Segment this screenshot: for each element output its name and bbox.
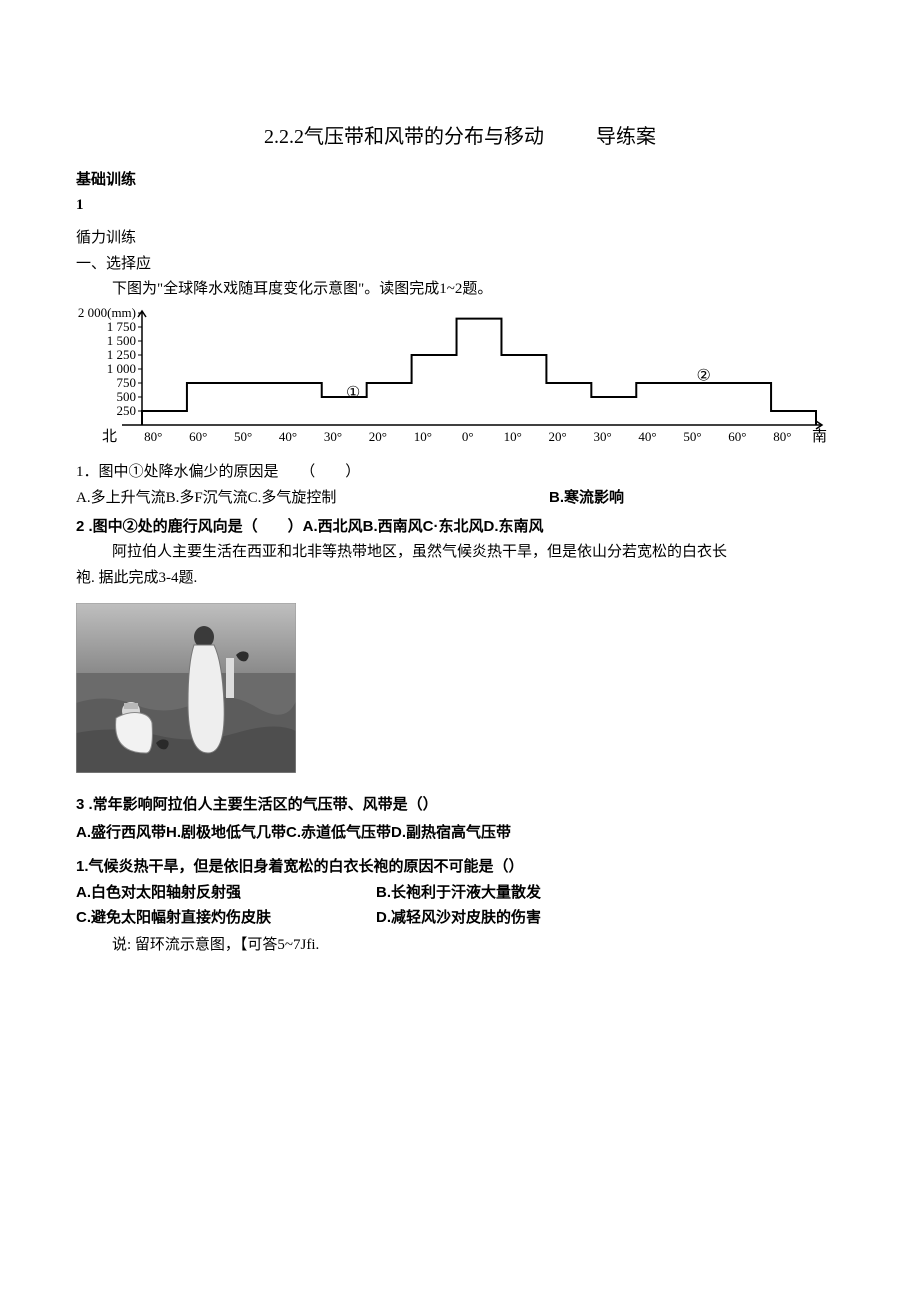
title-sub: 导练案 [596,120,656,149]
q4-row1: A.白色对太阳轴射反射强 B.长袍利于汗液大量散发 [76,880,844,906]
svg-text:①: ① [346,384,360,401]
svg-text:1 250: 1 250 [107,347,136,362]
chart-svg: 2 000(mm)1 7501 5001 2501 000750500250北南… [76,307,836,447]
intro-1: 下图为"全球降水戏随耳度变化示意图"。读图完成1~2题。 [76,277,844,303]
section-select-heading: 一、选择应 [76,252,844,278]
svg-text:②: ② [696,367,710,384]
svg-text:20°: 20° [549,429,567,444]
q1-paren: （ ） [300,464,360,480]
q3-opts: A.盛行西风带H.剧极地低气几带C.赤道低气压带D.副热宿高气压带 [76,824,511,841]
q4-stem: 1.气候炎热干旱，但是依旧身着宽松的白衣长袍的原因不可能是（） [76,854,844,880]
intro-3: 说: 留环流示意图，【可答5~7Jfi. [76,933,844,959]
q1-stem: 1．图中①处降水偏少的原因是 [76,464,279,480]
svg-text:40°: 40° [638,429,656,444]
svg-text:30°: 30° [593,429,611,444]
q3-stem: 3 .常年影响阿拉伯人主要生活区的气压带、风带是（） [76,792,844,818]
svg-text:北: 北 [102,428,117,445]
svg-text:10°: 10° [414,429,432,444]
svg-text:80°: 80° [773,429,791,444]
q1-options-row: A.多上升气流B.多F沉气流C.多气旋控制 B.寒流影响 [76,485,844,512]
q4-optA: A.白色对太阳轴射反射强 [76,880,376,906]
svg-text:750: 750 [117,375,137,390]
svg-text:1 750: 1 750 [107,319,136,334]
q1-stem-row: 1．图中①处降水偏少的原因是 （ ） [76,460,844,486]
svg-text:80°: 80° [144,429,162,444]
basic-training-num: 1 [76,193,844,219]
arab-photo [76,603,296,773]
svg-text:40°: 40° [279,429,297,444]
svg-text:60°: 60° [189,429,207,444]
intro-2b: 袍. 据此完成3-4题. [76,566,844,592]
q4-row2: C.避免太阳幅射直接灼伤皮肤 D.减轻风沙对皮肤的伤害 [76,905,844,931]
title-row: 2.2.2气压带和风带的分布与移动 导练案 [76,120,844,149]
svg-text:500: 500 [117,389,137,404]
q2-stem: 2 .图中②处的鹿行风向是（ ）A.西北风B.西南风C·东北风D.东南风 [76,518,544,535]
svg-text:南: 南 [812,428,827,445]
q4-optB: B.长袍利于汗液大量散发 [376,880,844,906]
svg-text:1 000: 1 000 [107,361,136,376]
svg-text:1 500: 1 500 [107,333,136,348]
svg-text:50°: 50° [683,429,701,444]
precipitation-chart: 2 000(mm)1 7501 5001 2501 000750500250北南… [76,307,844,452]
basic-training-heading: 基础训练 [76,167,844,193]
svg-text:20°: 20° [369,429,387,444]
ability-training-heading: 循力训练 [76,226,844,252]
q2-row: 2 .图中②处的鹿行风向是（ ）A.西北风B.西南风C·东北风D.东南风 [76,514,844,541]
svg-text:250: 250 [117,403,137,418]
q1-optA: A.多上升气流B.多F沉气流C.多气旋控制 [76,486,336,512]
document-page: 2.2.2气压带和风带的分布与移动 导练案 基础训练 1 循力训练 一、选择应 … [0,0,920,1018]
title-main: 2.2.2气压带和风带的分布与移动 [264,120,544,149]
svg-text:50°: 50° [234,429,252,444]
intro-2a: 阿拉伯人主要生活在西亚和北非等热带地区，虽然气候炎热干旱，但是依山分若宽松的白衣… [76,540,844,566]
svg-text:10°: 10° [504,429,522,444]
svg-text:30°: 30° [324,429,342,444]
q4-optC: C.避免太阳幅射直接灼伤皮肤 [76,905,376,931]
svg-text:0°: 0° [462,429,474,444]
arab-photo-wrap [76,603,844,778]
q4-optD: D.减轻风沙对皮肤的伤害 [376,905,844,931]
svg-text:60°: 60° [728,429,746,444]
q1-optB: B.寒流影响 [549,485,844,511]
